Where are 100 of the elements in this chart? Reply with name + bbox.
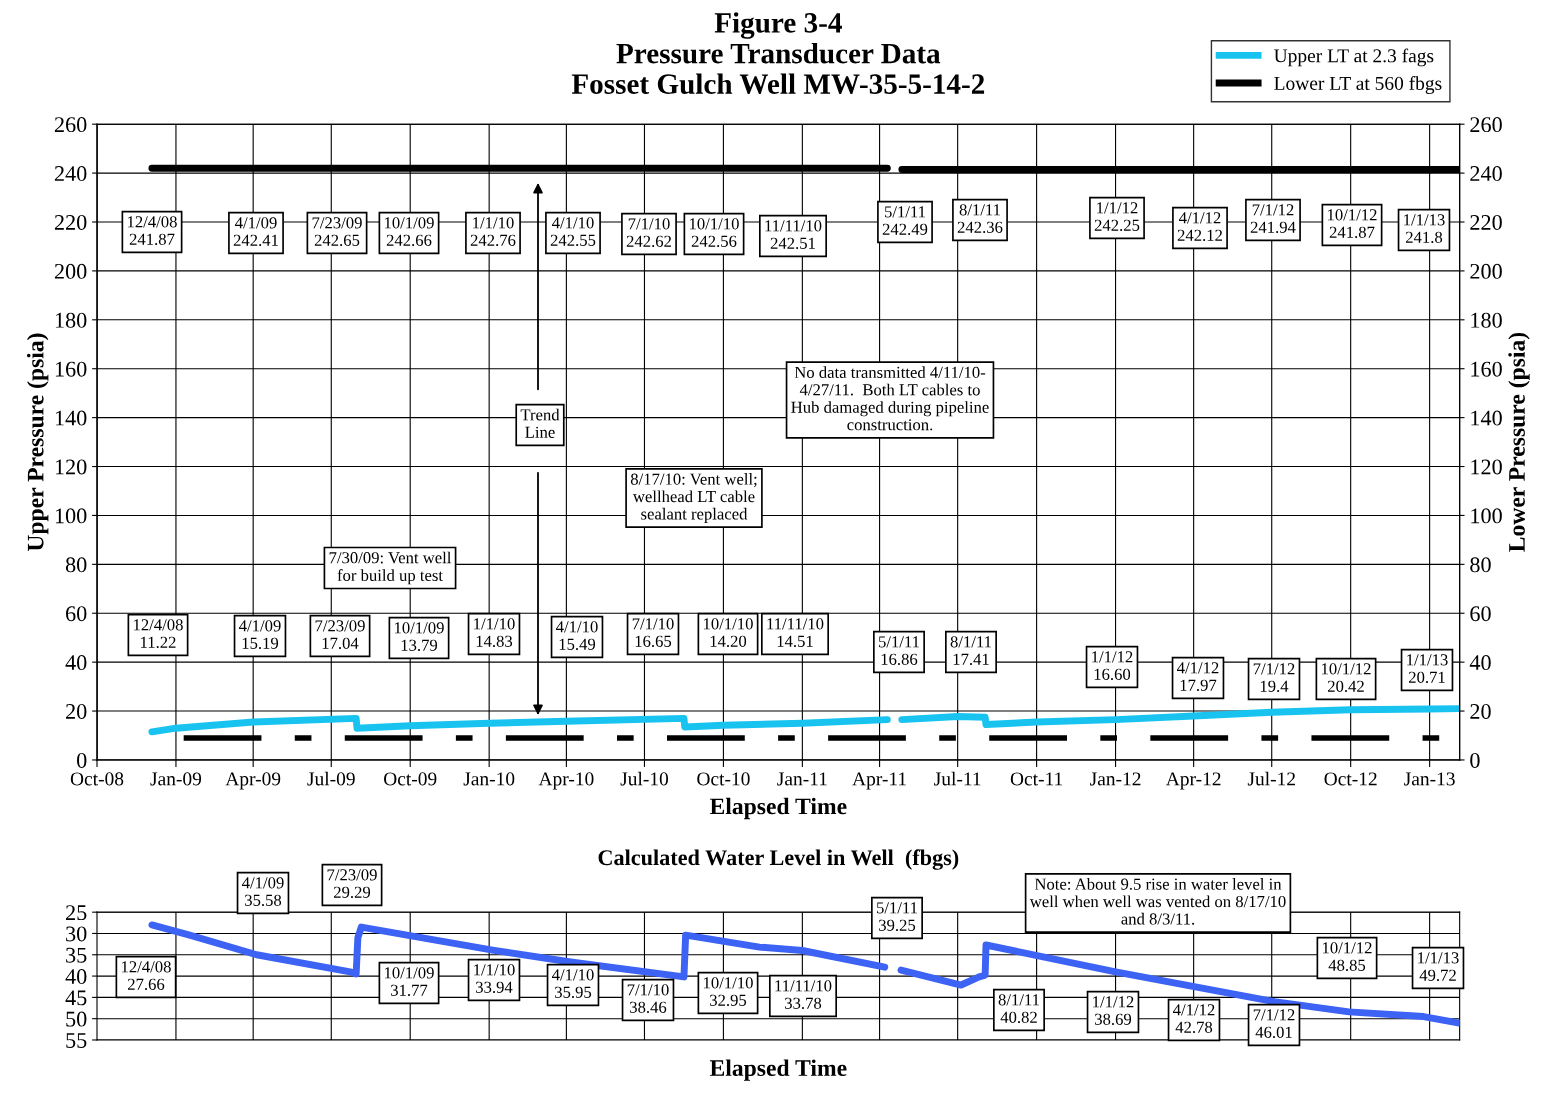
annotation: 8/1/11 17.41 <box>950 636 991 665</box>
annotation: No data transmitted 4/11/10- 4/27/11. Both LT cables to Hub damaged during pipeline construction. <box>791 366 989 431</box>
annotation: 1/1/10 14.83 <box>474 618 515 647</box>
y2-tick-label: 180 <box>1471 312 1502 328</box>
y-tick-label: 40 <box>65 655 87 671</box>
annotation: 11/11/10 242.51 <box>765 220 822 249</box>
y-tick-label: 100 <box>55 508 87 524</box>
y2-tick-label: 100 <box>1471 508 1502 524</box>
x-tick-label: Jan-12 <box>1090 772 1141 786</box>
annotation: 10/1/10 14.20 <box>704 618 753 647</box>
annotation: 10/1/09 13.79 <box>395 622 444 651</box>
y-tick-label: 35 <box>66 947 87 963</box>
y2-tick-label: 260 <box>1470 117 1502 133</box>
y-axis-title: Upper Pressure (psia) <box>26 333 49 552</box>
x-tick-label: Oct-11 <box>1010 772 1063 786</box>
annotation: 1/1/12 16.60 <box>1092 651 1133 680</box>
annotation: 8/1/11 40.82 <box>998 994 1039 1023</box>
y-tick-label: 240 <box>54 166 87 182</box>
y2-tick-label: 40 <box>1469 655 1491 671</box>
annotation: 4/1/12 42.78 <box>1173 1004 1215 1033</box>
x-tick-label: Oct-10 <box>697 772 750 786</box>
legend-label: Upper LT at 2.3 fags <box>1274 48 1434 67</box>
x-tick-label: Jul-10 <box>620 771 669 786</box>
y2-tick-label: 220 <box>1470 214 1502 230</box>
y2-tick-label: 20 <box>1470 703 1491 719</box>
y-tick-label: 180 <box>55 312 87 328</box>
annotation: 12/4/08 241.87 <box>128 216 177 245</box>
y2-tick-label: 60 <box>1470 606 1491 622</box>
annotation: 10/1/10 242.56 <box>690 218 739 247</box>
annotation: 7/1/12 19.4 <box>1253 663 1295 692</box>
annotation: 1/1/10 242.76 <box>470 217 516 246</box>
annotation: 7/1/10 38.46 <box>627 984 669 1013</box>
annotation: 10/1/12 241.87 <box>1328 209 1377 238</box>
annotation: 1/1/12 38.69 <box>1093 996 1134 1025</box>
x-tick-label: Apr-09 <box>225 772 281 790</box>
x-tick-label: Jul-12 <box>1247 771 1295 786</box>
y2-tick-label: 240 <box>1470 166 1502 182</box>
annotation: 7/30/09: Vent well for build up test <box>329 551 452 585</box>
x-axis-title: Elapsed Time <box>709 797 847 820</box>
x-tick-label: Jul-09 <box>307 771 355 786</box>
y-tick-label: 160 <box>55 361 87 377</box>
annotation: 4/1/09 15.19 <box>239 620 281 649</box>
y2-axis-title: Lower Pressure (psia) <box>1508 332 1530 552</box>
annotation: 10/1/12 48.85 <box>1323 942 1372 971</box>
annotation: 7/1/10 16.65 <box>632 618 674 647</box>
y-tick-label: 120 <box>55 459 87 475</box>
y-tick-label: 220 <box>54 214 87 230</box>
annotation: 12/4/08 11.22 <box>134 619 183 648</box>
annotation: 5/1/11 16.86 <box>878 636 919 665</box>
x-tick-label: Apr-12 <box>1165 772 1221 790</box>
y-tick-label: 45 <box>65 990 87 1006</box>
y-tick-label: 40 <box>65 969 87 985</box>
annotation: 1/1/13 241.8 <box>1404 214 1445 243</box>
annotation: 4/1/10 15.49 <box>556 621 598 650</box>
annotation: 10/1/12 20.42 <box>1322 663 1371 692</box>
y-tick-label: 25 <box>66 905 87 921</box>
text: 7/23/09 29.29 <box>327 869 377 898</box>
annotation: 5/1/11 39.25 <box>876 902 917 931</box>
annotation: Note: About 9.5 rise in water level in well when well was vented on 8/17/10 and 8/3/11. <box>1029 878 1286 925</box>
y-tick-label: 20 <box>66 703 87 719</box>
x-tick-label: Oct-12 <box>1324 772 1377 786</box>
y-tick-label: 200 <box>54 263 87 279</box>
annotation: 4/1/10 242.55 <box>550 217 596 246</box>
y-tick-label: 0 <box>77 752 87 768</box>
x-tick-label: Oct-08 <box>70 772 124 786</box>
chart-title: Figure 3-4 Pressure Transducer Data Fosset Gulch Well MW-35-5-14-2 <box>571 12 985 95</box>
y-tick-label: 140 <box>55 410 87 426</box>
annotation: 7/23/09 17.04 <box>315 620 365 649</box>
annotation: 11/11/10 33.78 <box>775 980 832 1009</box>
annotation: 7/23/09 242.65 <box>312 217 362 246</box>
x-tick-label: Apr-11 <box>852 772 906 790</box>
y2-tick-label: 160 <box>1471 361 1502 377</box>
y2-tick-label: 80 <box>1470 557 1491 573</box>
annotation: 11/11/10 14.51 <box>767 618 824 647</box>
y2-tick-label: 120 <box>1471 459 1502 475</box>
annotation: 1/1/10 33.94 <box>474 964 515 993</box>
annotation: 8/1/11 242.36 <box>957 204 1003 233</box>
annotation: 7/1/12 241.94 <box>1250 204 1296 233</box>
text: 4/1/09 35.58 <box>242 877 284 906</box>
annotation: 1/1/12 242.25 <box>1094 202 1140 231</box>
y-tick-label: 50 <box>66 1011 87 1027</box>
annotation: 10/1/09 31.77 <box>385 967 434 996</box>
y-tick-label: 80 <box>65 557 87 573</box>
x-tick-label: Jul-11 <box>934 771 981 786</box>
annotation: 4/1/10 35.95 <box>552 969 594 998</box>
x-tick-label: Jan-11 <box>777 772 827 786</box>
annotation: 7/1/12 46.01 <box>1253 1009 1295 1038</box>
chart-title: Calculated Water Level in Well (fbgs) <box>598 849 959 870</box>
annotation: 10/1/09 242.66 <box>385 217 434 246</box>
annotation: Trend Line <box>520 408 560 438</box>
annotation: 7/1/10 242.62 <box>626 218 671 247</box>
annotation: 4/1/09 242.41 <box>233 217 278 246</box>
y2-tick-label: 200 <box>1470 263 1502 279</box>
annotation: 4/1/12 17.97 <box>1177 662 1219 691</box>
annotation: 5/1/11 242.49 <box>882 206 928 235</box>
x-axis-title: Elapsed Time <box>709 1059 847 1081</box>
annotation: 4/1/12 242.12 <box>1177 212 1222 241</box>
y2-tick-label: 0 <box>1470 752 1480 768</box>
annotation: 1/1/13 49.72 <box>1418 952 1459 981</box>
x-tick-label: Apr-10 <box>538 772 594 790</box>
